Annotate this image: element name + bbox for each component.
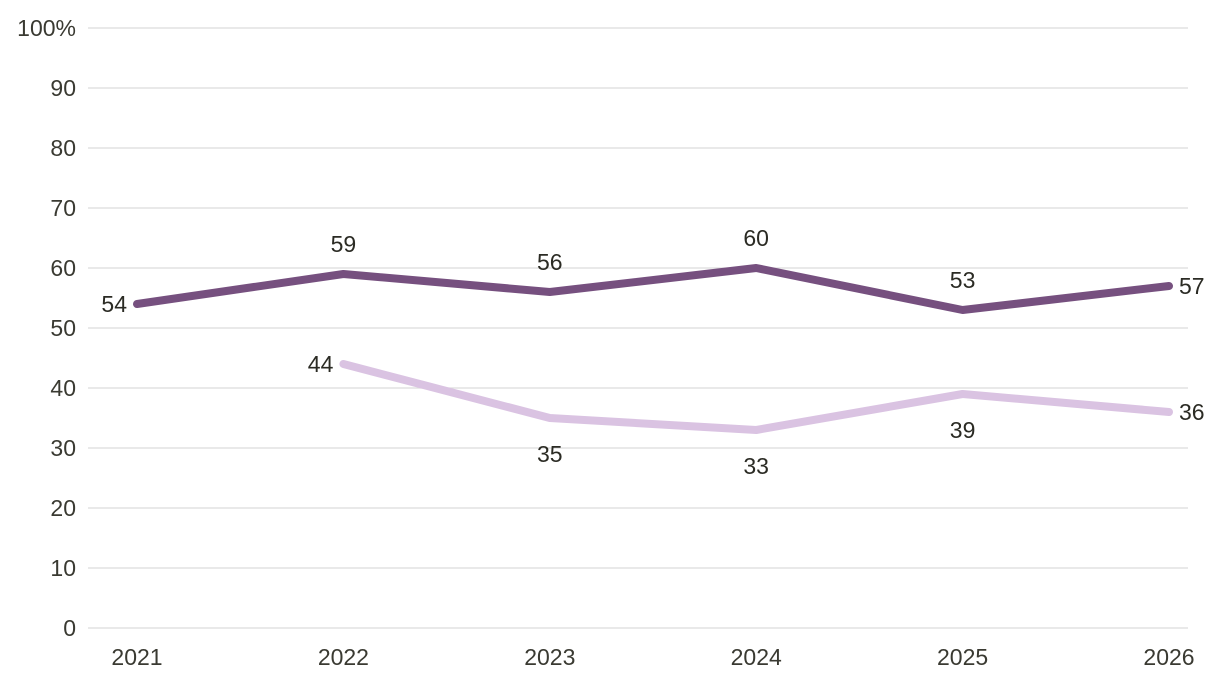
y-tick-label: 40 <box>50 375 76 401</box>
y-tick-label: 100% <box>17 15 76 41</box>
data-labels: 54 59 56 60 53 57 44 35 33 39 36 <box>101 225 1204 479</box>
series-line-2 <box>339 360 1173 434</box>
x-tick-label: 2022 <box>318 644 369 670</box>
y-tick-label: 20 <box>50 495 76 521</box>
series-line-1 <box>133 264 1173 314</box>
y-tick-label: 10 <box>50 555 76 581</box>
data-label: 53 <box>950 267 976 293</box>
data-label: 57 <box>1179 273 1205 299</box>
y-tick-label: 80 <box>50 135 76 161</box>
data-label: 54 <box>101 291 127 317</box>
gridlines <box>88 27 1188 629</box>
x-tick-label: 2024 <box>731 644 782 670</box>
x-axis-ticks: 2021 2022 2023 2024 2025 2026 <box>111 644 1194 670</box>
data-label: 35 <box>537 441 563 467</box>
data-label: 56 <box>537 249 563 275</box>
x-tick-label: 2026 <box>1143 644 1194 670</box>
x-tick-label: 2025 <box>937 644 988 670</box>
data-label: 59 <box>331 231 357 257</box>
y-tick-label: 70 <box>50 195 76 221</box>
x-tick-label: 2023 <box>524 644 575 670</box>
data-label: 36 <box>1179 399 1205 425</box>
y-tick-label: 50 <box>50 315 76 341</box>
y-tick-label: 0 <box>63 615 76 641</box>
y-tick-label: 30 <box>50 435 76 461</box>
data-label: 44 <box>308 351 334 377</box>
y-axis-ticks: 0 10 20 30 40 50 60 70 80 90 100% <box>17 15 76 641</box>
data-label: 60 <box>743 225 769 251</box>
y-tick-label: 90 <box>50 75 76 101</box>
series <box>133 264 1173 434</box>
data-label: 39 <box>950 417 976 443</box>
x-tick-label: 2021 <box>111 644 162 670</box>
y-tick-label: 60 <box>50 255 76 281</box>
data-label: 33 <box>743 453 769 479</box>
